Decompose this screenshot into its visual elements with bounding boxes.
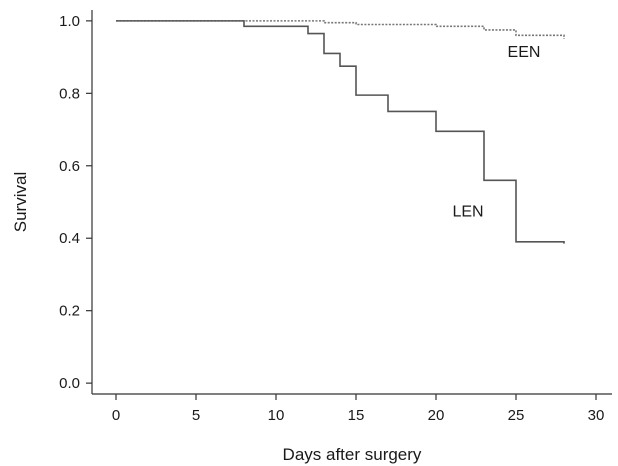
x-tick-label: 30: [588, 407, 605, 424]
axes: 0.0 0.2 0.4 0.6 0.8 1.0 0 5 10 15 20 25 30: [59, 10, 612, 424]
x-tick-label: 0: [112, 407, 120, 424]
series-line-een: [116, 20, 565, 39]
x-axis-label: Days after surgery: [283, 445, 422, 464]
y-axis-label: Survival: [11, 172, 30, 232]
y-tick-label: 1.0: [59, 13, 80, 30]
x-tick-label: 20: [428, 407, 445, 424]
y-ticks: 0.0 0.2 0.4 0.6 0.8 1.0: [59, 13, 92, 392]
series-label-len: LEN: [452, 203, 483, 220]
y-tick-label: 0.6: [59, 158, 80, 175]
series-layer: [116, 20, 565, 244]
series-label-een: EEN: [508, 44, 541, 61]
y-tick-label: 0.4: [59, 230, 80, 247]
x-tick-label: 15: [348, 407, 365, 424]
y-tick-label: 0.2: [59, 303, 80, 320]
x-tick-label: 10: [268, 407, 285, 424]
series-labels: EEN LEN: [452, 44, 540, 220]
y-tick-label: 0.8: [59, 85, 80, 102]
x-tick-label: 5: [192, 407, 200, 424]
x-tick-label: 25: [508, 407, 525, 424]
series-line-len: [116, 20, 565, 244]
x-ticks: 0 5 10 15 20 25 30: [112, 394, 605, 424]
y-tick-label: 0.0: [59, 375, 80, 392]
